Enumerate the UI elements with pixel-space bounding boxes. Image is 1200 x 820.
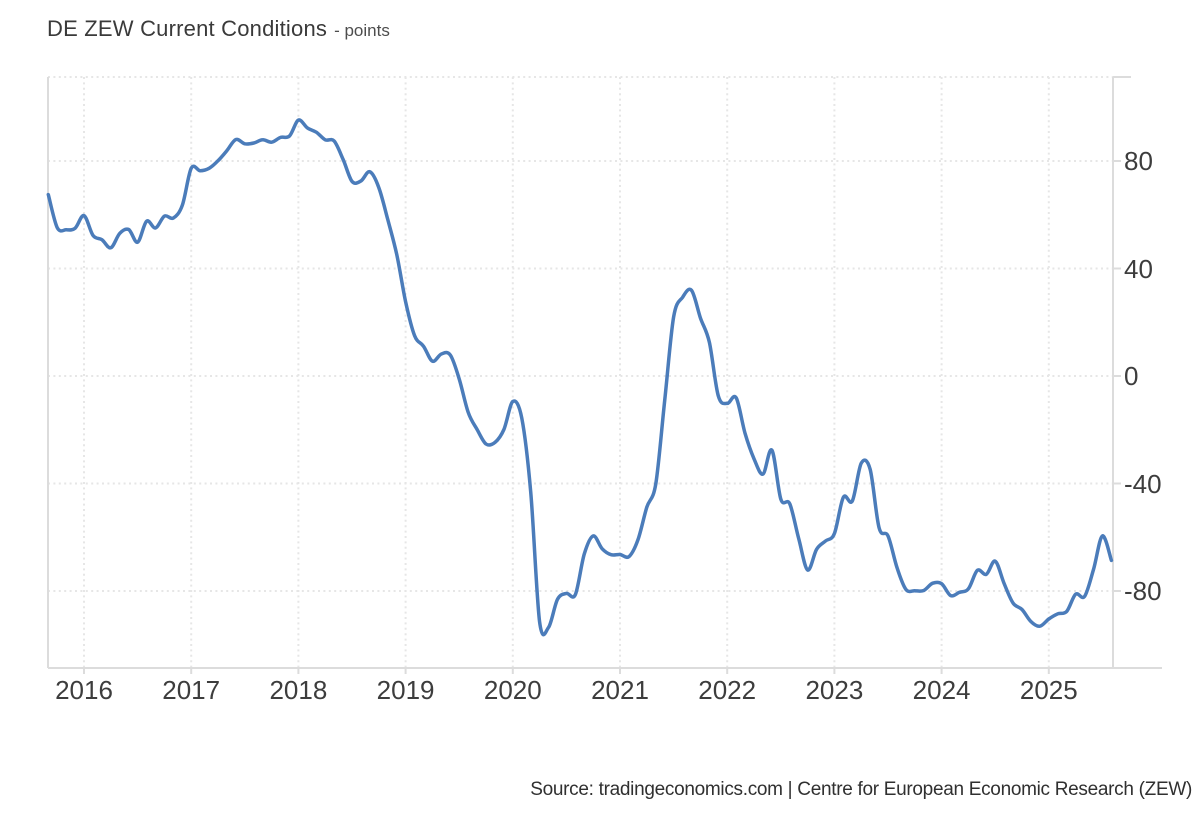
x-axis-label: 2023 (805, 675, 864, 705)
x-axis-label: 2018 (269, 675, 328, 705)
source-attribution: Source: tradingeconomics.com | Centre fo… (530, 779, 1192, 800)
y-axis-label: 80 (1124, 146, 1153, 176)
x-axis-label: 2019 (376, 675, 435, 705)
chart-title: DE ZEW Current Conditions (47, 16, 328, 41)
x-axis-label: 2022 (698, 675, 757, 705)
chart-header: DE ZEW Current Conditions - points (47, 16, 390, 42)
x-axis-label: 2017 (162, 675, 221, 705)
axes (47, 77, 1162, 669)
x-axis-label: 2020 (483, 675, 542, 705)
x-axis-label: 2024 (912, 675, 971, 705)
axis-ticks (83, 76, 1131, 674)
y-axis-label: 0 (1124, 361, 1139, 391)
chart-unit-label: - points (334, 21, 390, 40)
gridlines (48, 76, 1113, 668)
x-axis-label: 2021 (591, 675, 649, 705)
y-axis-label: 40 (1124, 253, 1153, 284)
plot-area[interactable] (48, 77, 1113, 668)
y-axis-label: -40 (1124, 468, 1162, 499)
series-line (46, 118, 1114, 637)
y-axis-label: -80 (1124, 576, 1162, 606)
x-axis-label: 2025 (1019, 675, 1078, 705)
x-axis-label: 2016 (55, 675, 113, 705)
